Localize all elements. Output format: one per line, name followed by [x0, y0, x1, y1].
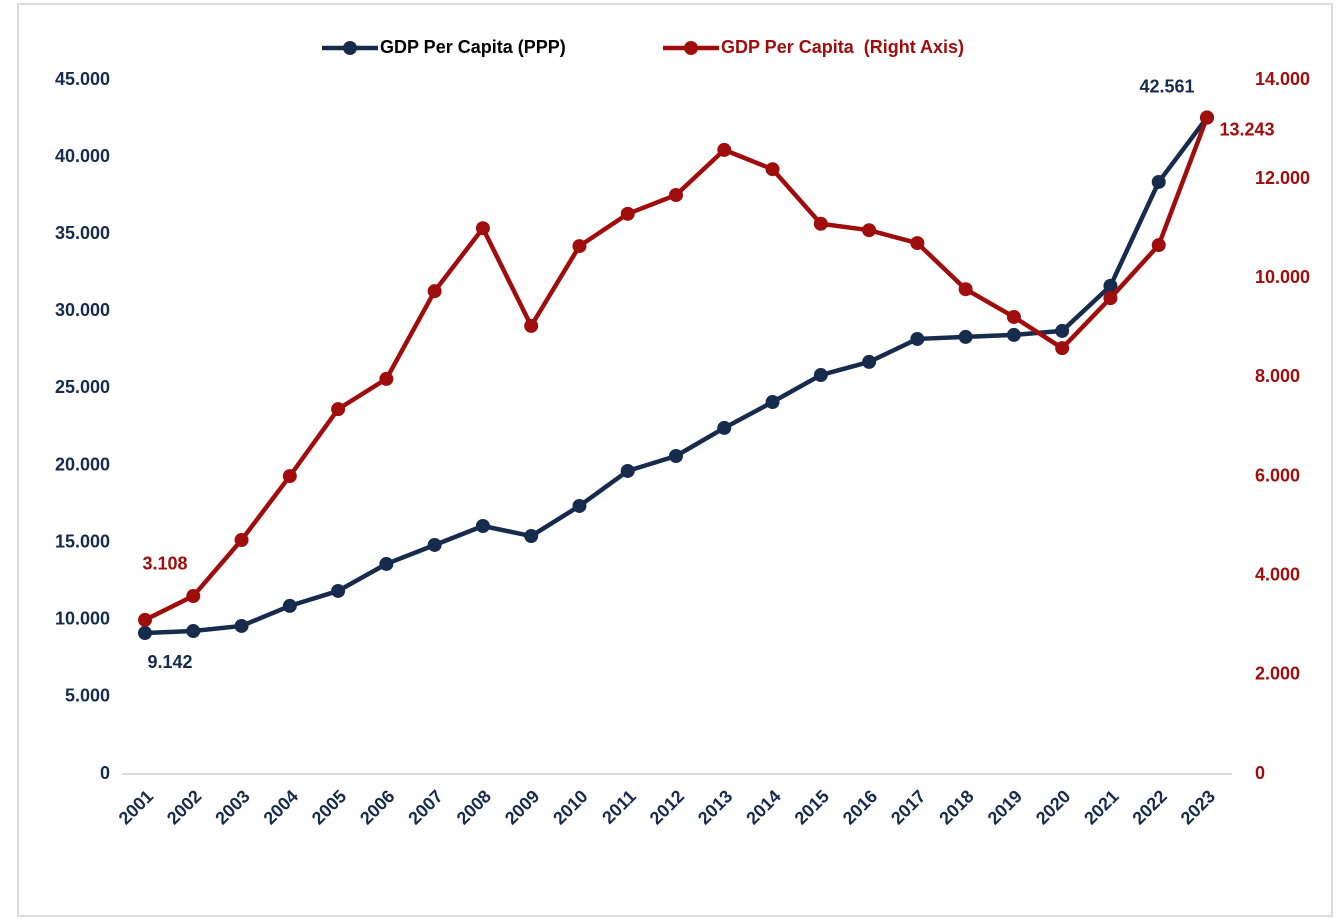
data-point — [1151, 174, 1166, 189]
data-point — [1055, 341, 1070, 356]
y2-tick-label: 12.000 — [1255, 168, 1310, 188]
data-point — [1055, 323, 1070, 338]
data-point — [958, 282, 973, 297]
data-point — [234, 618, 249, 633]
data-point — [234, 533, 249, 548]
legend-marker — [343, 41, 357, 55]
data-point — [765, 395, 780, 410]
y-tick-label: 15.000 — [55, 531, 110, 551]
data-point — [862, 354, 877, 369]
data-point — [331, 583, 346, 598]
data-point — [186, 624, 201, 639]
data-point — [475, 221, 490, 236]
data-point — [572, 498, 587, 513]
data-point — [524, 529, 539, 544]
y-tick-label: 10.000 — [55, 609, 110, 629]
data-point — [765, 162, 780, 177]
data-point — [620, 463, 635, 478]
data-point — [862, 223, 877, 238]
data-point — [958, 329, 973, 344]
y2-tick-label: 14.000 — [1255, 69, 1310, 89]
data-label: 3.108 — [142, 554, 187, 574]
y-tick-label: 35.000 — [55, 223, 110, 243]
data-point — [620, 206, 635, 221]
data-point — [138, 612, 152, 627]
data-point — [427, 284, 442, 299]
y-tick-label: 30.000 — [55, 300, 110, 320]
data-point — [1103, 278, 1118, 293]
data-point — [331, 402, 346, 417]
data-point — [1151, 238, 1166, 253]
data-point — [717, 420, 732, 435]
y2-tick-label: 10.000 — [1255, 267, 1310, 287]
y2-tick-label: 2.000 — [1255, 664, 1300, 684]
y-tick-label: 40.000 — [55, 146, 110, 166]
y2-tick-label: 6.000 — [1255, 465, 1300, 485]
y-tick-label: 25.000 — [55, 377, 110, 397]
data-point — [379, 556, 394, 571]
data-label: 13.243 — [1219, 119, 1274, 139]
y2-tick-label: 4.000 — [1255, 564, 1300, 584]
data-label: 42.561 — [1139, 76, 1194, 96]
data-point — [427, 537, 442, 552]
data-point — [524, 318, 539, 333]
y-tick-label: 20.000 — [55, 454, 110, 474]
data-point — [1103, 291, 1118, 306]
legend-label: GDP Per Capita (Right Axis) — [721, 37, 964, 57]
data-point — [910, 236, 925, 251]
y2-tick-label: 8.000 — [1255, 366, 1300, 386]
y2-tick-label: 0 — [1255, 763, 1265, 783]
data-point — [572, 239, 587, 254]
data-point — [1200, 110, 1214, 125]
data-label: 9.142 — [147, 652, 192, 672]
data-point — [282, 469, 297, 484]
data-point — [1006, 309, 1021, 324]
data-point — [186, 589, 201, 604]
legend-marker — [684, 41, 698, 55]
data-point — [669, 188, 683, 203]
data-point — [910, 331, 925, 346]
data-point — [282, 598, 297, 613]
data-point — [1006, 327, 1021, 342]
data-point — [717, 142, 732, 157]
y-tick-label: 45.000 — [55, 69, 110, 89]
data-point — [138, 626, 152, 641]
data-point — [813, 216, 828, 231]
y-tick-label: 5.000 — [65, 686, 110, 706]
data-point — [813, 368, 828, 383]
data-point — [475, 519, 490, 534]
data-point — [669, 448, 683, 463]
y-tick-label: 0 — [100, 763, 110, 783]
data-point — [379, 371, 394, 386]
legend-label: GDP Per Capita (PPP) — [380, 37, 566, 57]
